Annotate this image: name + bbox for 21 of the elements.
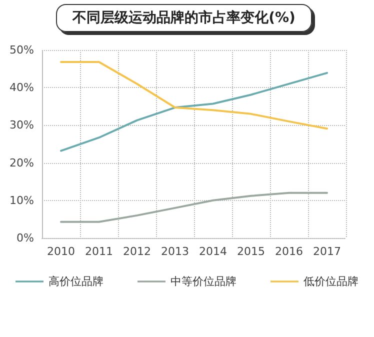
y-tick-label: 30%: [10, 118, 34, 132]
y-tick-label: 40%: [10, 81, 34, 94]
x-tick-label: 2017: [313, 245, 341, 258]
chart-title: 不同层级运动品牌的市占率变化(%): [56, 4, 312, 32]
x-tick-label: 2013: [161, 245, 189, 258]
legend-label: 低价位品牌: [304, 275, 358, 288]
y-tick-label: 0%: [16, 232, 34, 244]
x-tick-label: 2010: [47, 245, 75, 258]
x-tick-label: 2016: [275, 245, 303, 258]
x-tick-label: 2015: [237, 245, 265, 258]
y-tick-label: 10%: [10, 194, 34, 207]
y-tick-label: 20%: [10, 156, 34, 170]
x-tick-label: 2012: [123, 245, 151, 258]
x-tick-label: 2014: [199, 245, 227, 258]
line-series: [60, 72, 328, 152]
y-tick-label: 50%: [10, 44, 34, 56]
legend-label: 中等价位品牌: [170, 275, 236, 288]
line-series: [60, 192, 328, 223]
legend-label: 高价位品牌: [48, 275, 104, 288]
x-tick-label: 2011: [85, 245, 113, 258]
line-series: [60, 61, 328, 130]
